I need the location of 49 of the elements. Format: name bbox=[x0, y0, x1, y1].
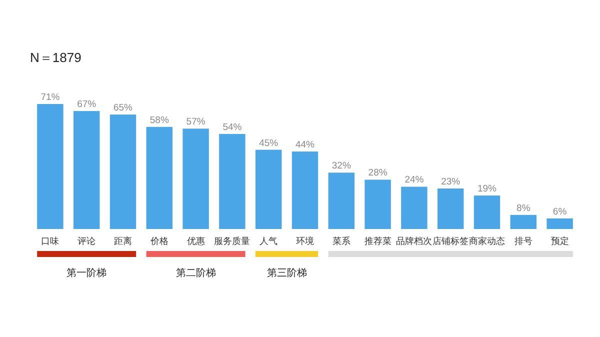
x-tick-label: 优惠 bbox=[186, 236, 205, 246]
bar bbox=[219, 134, 246, 229]
data-label: 58% bbox=[150, 114, 170, 126]
x-tick-label: 口味 bbox=[41, 236, 60, 246]
bar bbox=[110, 114, 136, 229]
data-label: 67% bbox=[77, 99, 97, 110]
bar bbox=[401, 186, 428, 229]
x-tick-label: 菜系 bbox=[332, 236, 350, 246]
x-tick-label: 人气 bbox=[260, 236, 278, 246]
data-label: 6% bbox=[552, 206, 568, 218]
data-label: 32% bbox=[332, 160, 352, 172]
data-label: 45% bbox=[259, 138, 279, 149]
data-label: 44% bbox=[295, 140, 316, 151]
x-tick-label: 价格 bbox=[149, 236, 168, 246]
x-tick-label: 推荐菜 bbox=[364, 236, 392, 246]
data-label: 57% bbox=[186, 116, 206, 128]
x-tick-label: 服务质量 bbox=[214, 236, 250, 246]
x-tick-label: 排号 bbox=[514, 236, 532, 246]
bar bbox=[364, 180, 391, 229]
bar bbox=[474, 196, 500, 229]
x-tick-label: 商家动态 bbox=[469, 236, 505, 246]
text: 第一阶梯 bbox=[66, 267, 107, 279]
data-label: 54% bbox=[222, 122, 242, 133]
bar bbox=[37, 104, 64, 229]
x-tick-label: 店铺标签 bbox=[432, 236, 469, 246]
text: 第二阶梯 bbox=[176, 267, 216, 279]
bar bbox=[546, 218, 573, 229]
x-tick-label: 预定 bbox=[550, 236, 569, 246]
text: 第三阶梯 bbox=[266, 267, 307, 279]
chart-title: N＝1879 bbox=[30, 50, 82, 65]
bar bbox=[182, 128, 209, 229]
bar bbox=[255, 150, 282, 229]
bar bbox=[73, 111, 100, 229]
data-label: 65% bbox=[113, 102, 134, 114]
x-tick-label: 距离 bbox=[114, 236, 132, 246]
data-label: 23% bbox=[441, 176, 461, 188]
data-label: 19% bbox=[477, 184, 498, 195]
bar bbox=[292, 152, 318, 229]
bar bbox=[510, 214, 537, 229]
bar bbox=[328, 172, 355, 229]
data-label: 8% bbox=[516, 202, 531, 214]
x-tick-label: 品牌档次 bbox=[396, 236, 432, 246]
data-label: 71% bbox=[40, 92, 60, 103]
x-tick-label: 评论 bbox=[78, 236, 96, 246]
data-label: 24% bbox=[404, 174, 424, 186]
x-tick-label: 环境 bbox=[296, 236, 314, 246]
bar bbox=[146, 126, 173, 229]
bar bbox=[437, 188, 464, 229]
data-label: 28% bbox=[368, 168, 388, 179]
